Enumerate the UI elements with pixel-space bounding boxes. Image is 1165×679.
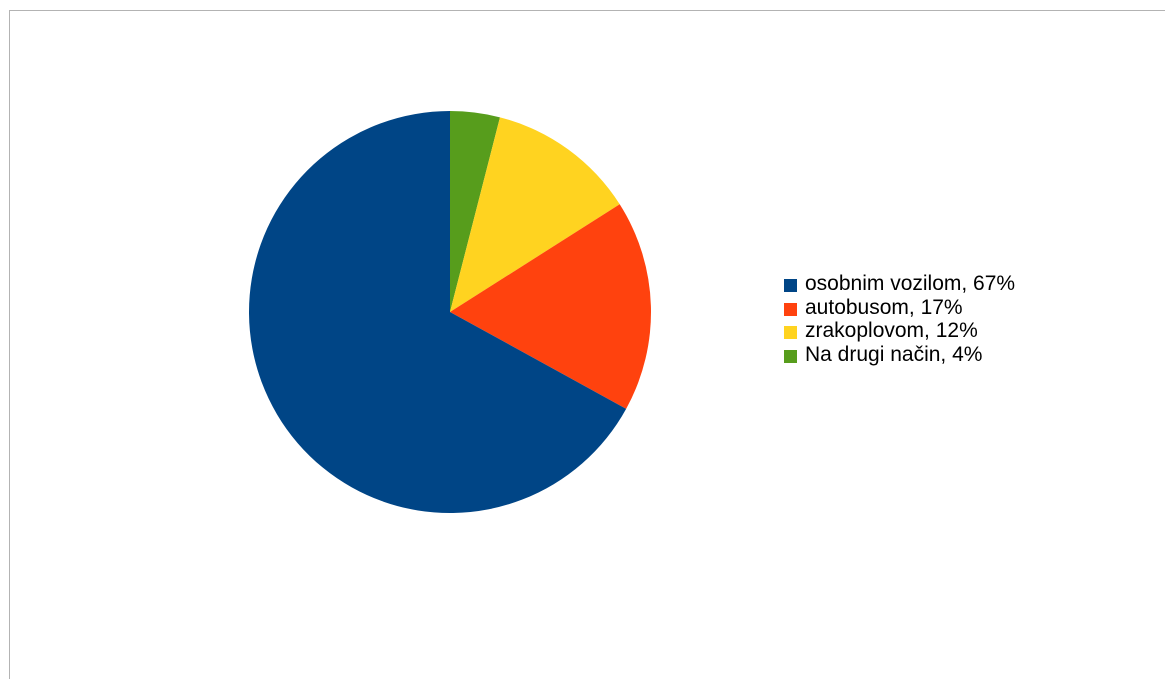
legend-swatch	[784, 302, 797, 316]
pie-slice-2	[450, 117, 620, 312]
pie-slices	[248, 111, 651, 513]
legend-swatch	[784, 326, 797, 339]
legend-swatch	[784, 279, 797, 292]
legend-item: Na drugi način, 4%	[781, 343, 1035, 367]
pie-slice-3	[450, 111, 500, 312]
legend-item: osobnim vozilom, 67%	[781, 272, 1035, 296]
legend-label: Na drugi način, 4%	[805, 342, 983, 366]
chart-frame	[9, 10, 1165, 679]
legend-label: autobusom, 17%	[805, 295, 963, 319]
legend: osobnim vozilom, 67% autobusom, 17% zrakop…	[781, 272, 1041, 366]
pie-slice-0	[248, 111, 627, 513]
legend-label: zrakoplovom, 12%	[805, 319, 978, 342]
legend-item: autobusom, 17%	[781, 296, 1035, 320]
legend-label: osobnim vozilom, 67%	[805, 272, 1016, 295]
legend-swatch	[784, 349, 797, 363]
legend-item: zrakoplovom, 12%	[781, 319, 1035, 343]
pie-slice-1	[450, 204, 651, 409]
